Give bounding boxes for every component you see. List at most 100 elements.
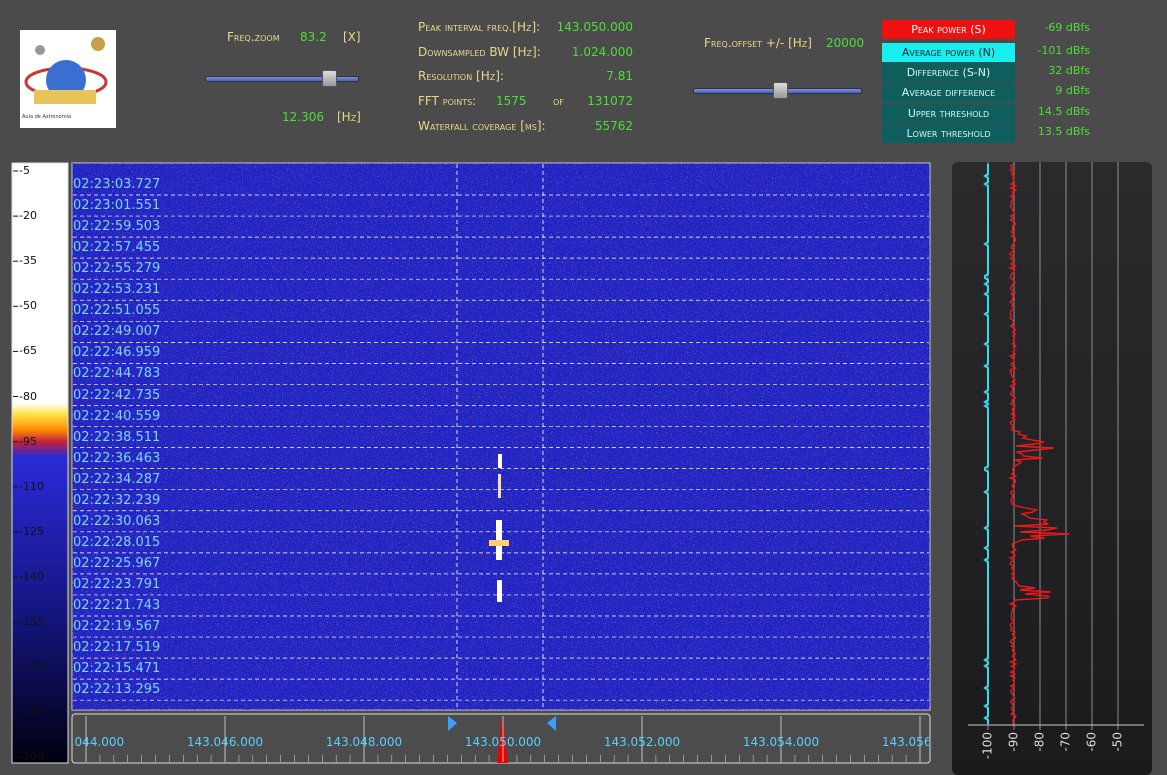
power-label[interactable]: Average power (N) <box>882 43 1015 62</box>
power-value: 13.5 dBfs <box>1037 125 1090 138</box>
timestamp: 02:22:46.959 <box>73 345 161 361</box>
freq-label: 143.046.000 <box>187 735 263 749</box>
offset-label: Freq.offset +/- [Hz] <box>704 36 812 50</box>
zoom-knob[interactable] <box>322 70 337 87</box>
timestamp: 02:22:38.511 <box>73 429 161 445</box>
logo: Aula de Astronomía <box>20 30 116 128</box>
power-value: 32 dBfs <box>1048 64 1090 77</box>
timestamp: 02:22:55.279 <box>73 261 161 277</box>
timestamp: 02:22:25.967 <box>73 555 161 571</box>
zoom-slider[interactable] <box>205 76 359 82</box>
scale-label: -50 <box>19 299 37 313</box>
info-value: 131072 <box>587 94 633 109</box>
scale-label: -140 <box>19 569 44 583</box>
timestamp: 02:22:13.295 <box>73 682 161 698</box>
zoom-value: 83.2 <box>300 30 327 44</box>
zoom-hz-unit: [Hz] <box>337 110 361 124</box>
zoom-label: Freq.zoom <box>227 30 280 44</box>
peak-marker <box>497 716 508 763</box>
freq-label: 143.052.000 <box>604 735 680 749</box>
scale-label: -80 <box>19 389 37 403</box>
timestamp: 02:22:44.783 <box>73 366 161 382</box>
timestamp: 02:22:17.519 <box>73 640 161 656</box>
scale-label: -95 <box>19 434 37 448</box>
spectrum-panel <box>952 162 1152 775</box>
timestamp: 02:22:36.463 <box>73 450 161 466</box>
timestamp: 02:23:01.551 <box>73 198 161 214</box>
info-of: of <box>553 94 564 109</box>
power-value: -69 dBfs <box>1044 21 1090 34</box>
scale-label: -35 <box>19 254 37 268</box>
info-label: Peak interval freq.[Hz]: <box>418 20 541 34</box>
scale-label: -20 <box>19 209 37 223</box>
range-right <box>547 716 556 731</box>
scale-label: -200 <box>19 750 44 764</box>
scale-label: -125 <box>19 524 44 538</box>
power-value: 14.5 dBfs <box>1037 105 1090 118</box>
timestamp: 02:22:23.791 <box>73 576 161 592</box>
info-label: Waterfall coverage [ms]: <box>418 118 546 133</box>
info-label: Downsampled BW [Hz]: <box>418 44 541 59</box>
scale-label: -170 <box>19 660 44 674</box>
scale-label: -155 <box>19 615 44 628</box>
power-trace <box>1007 163 1070 725</box>
power-label[interactable]: Lower threshold <box>882 124 1015 143</box>
offset-value: 20000 <box>826 36 865 50</box>
power-label[interactable]: Average difference <box>882 83 1015 102</box>
timestamp: 02:22:53.231 <box>73 282 161 298</box>
info-value: 55762 <box>594 118 633 133</box>
avg-trace <box>983 164 990 724</box>
freq-label: 143.044.000 <box>48 735 124 749</box>
logo-caption: Aula de Astronomía <box>22 114 72 120</box>
spectrum-label: -80 <box>1033 732 1047 752</box>
timestamp: 02:22:15.471 <box>73 661 161 677</box>
zoom-hz-value: 12.306 <box>282 110 324 124</box>
timestamp: 02:23:03.727 <box>73 177 161 192</box>
timestamp: 02:22:34.287 <box>73 471 161 487</box>
info-value: 7.81 <box>606 69 633 84</box>
power-value: 9 dBfs <box>1055 84 1090 97</box>
freq-label: 143.050.000 <box>465 735 541 749</box>
scale-label: -5 <box>19 164 30 177</box>
scale-label: -185 <box>19 705 44 719</box>
spectrum-label: -90 <box>1007 732 1021 752</box>
color-bar <box>11 162 69 764</box>
spectrum-label: -70 <box>1059 732 1073 752</box>
freq-label: 143.048.000 <box>326 735 402 749</box>
timestamp: 02:22:57.455 <box>73 240 161 256</box>
info-value: 143.050.000 <box>556 20 633 34</box>
freq-label: 143.056.000 <box>882 735 958 749</box>
spectrum-label: -100 <box>981 732 995 759</box>
info-label: Resolution [Hz]: <box>418 69 504 84</box>
scale-label: -65 <box>19 344 37 358</box>
timestamp: 02:22:21.743 <box>73 598 161 613</box>
info-count: 1575 <box>496 94 527 109</box>
timestamp: 02:22:49.007 <box>73 324 161 340</box>
timestamp: 02:22:30.063 <box>73 513 161 529</box>
range-left <box>448 716 457 731</box>
freq-labels: 143.044.000 143.046.000 143.048.000 143.050… <box>48 716 958 762</box>
timestamp: 02:22:19.567 <box>73 619 161 635</box>
timestamp: 02:22:28.015 <box>73 534 161 550</box>
waterfall-noise <box>72 163 930 710</box>
power-label[interactable]: Difference (S-N) <box>882 63 1015 82</box>
timestamp: 02:22:59.503 <box>73 219 161 235</box>
power-value: -101 dBfs <box>1037 44 1090 57</box>
freq-label: 143.054.000 <box>743 735 819 749</box>
timestamp: 02:22:42.735 <box>73 387 161 403</box>
zoom-unit: [X] <box>343 30 361 44</box>
power-label[interactable]: Upper threshold <box>882 104 1015 123</box>
power-label[interactable]: Peak power (S) <box>882 20 1015 39</box>
logo-art <box>24 37 108 104</box>
timestamp: 02:22:40.559 <box>73 408 161 424</box>
info-value: 1.024.000 <box>571 44 633 59</box>
spectrum-label: -50 <box>1111 732 1125 752</box>
spectrum-label: -60 <box>1085 732 1099 752</box>
timestamp: 02:22:51.055 <box>73 303 161 319</box>
signal <box>489 454 509 602</box>
offset-knob[interactable] <box>773 82 788 99</box>
timestamp: 02:22:32.239 <box>73 492 161 508</box>
scale-label: -110 <box>19 479 44 493</box>
